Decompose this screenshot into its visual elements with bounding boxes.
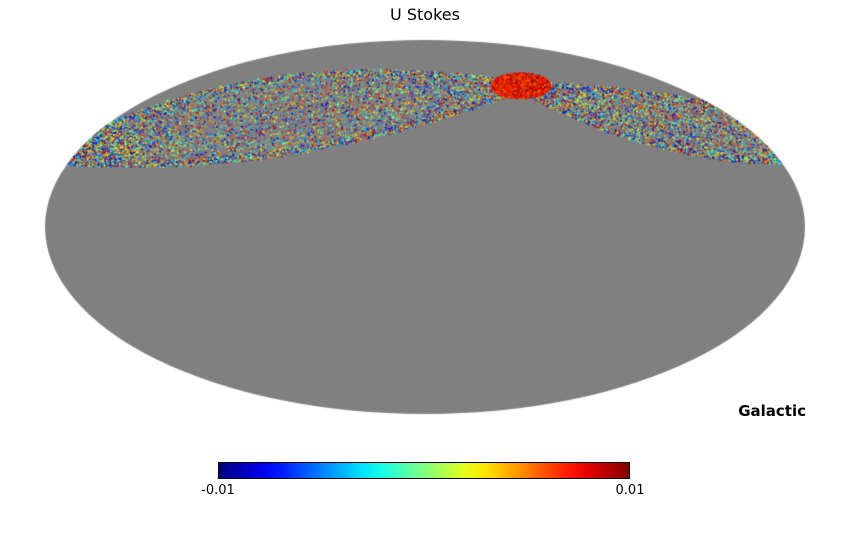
colorbar: [218, 462, 630, 479]
coordinate-system-label: Galactic: [738, 402, 806, 420]
figure-title: U Stokes: [390, 5, 460, 24]
colorbar-max-label: 0.01: [615, 483, 645, 498]
colorbar-min-label: -0.01: [201, 483, 235, 498]
